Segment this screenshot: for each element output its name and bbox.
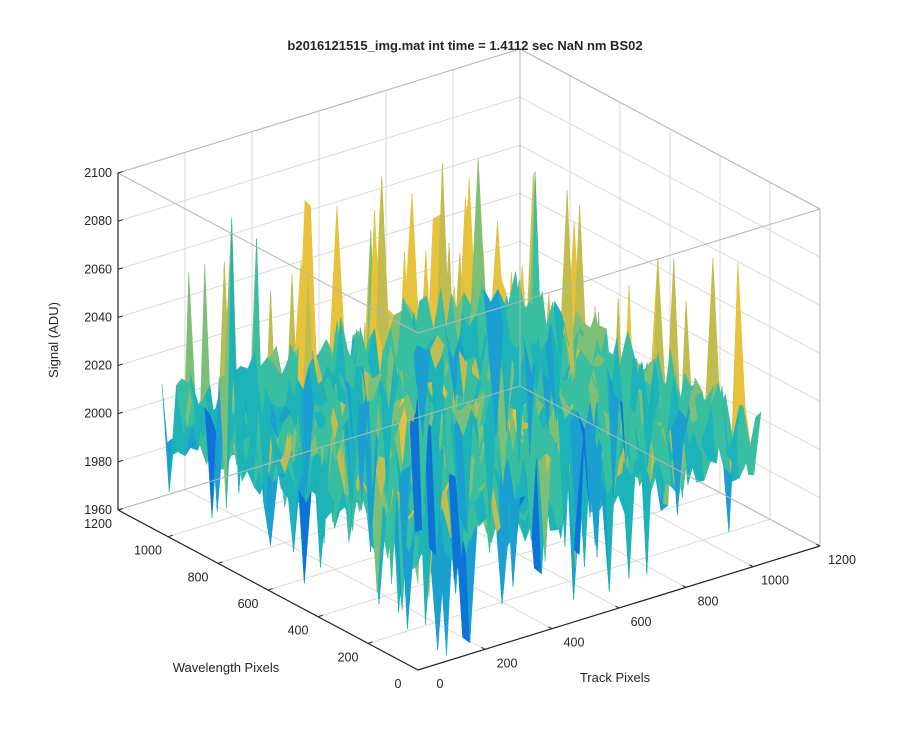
z-tick-label: 2100 bbox=[84, 166, 112, 180]
grid-line-sidewall-z bbox=[519, 144, 821, 306]
y-tick-label: 800 bbox=[188, 570, 209, 584]
box-edge bbox=[117, 48, 521, 174]
z-tick-label: 1960 bbox=[84, 503, 112, 517]
y-tick-label: 1200 bbox=[84, 517, 112, 531]
y-tick-label: 200 bbox=[338, 650, 359, 664]
z-tick-label: 2020 bbox=[84, 359, 112, 373]
grid-line-sidewall-z bbox=[519, 96, 821, 258]
y-tick-label: 1000 bbox=[134, 544, 162, 558]
tick-labels: 0 200 400 600 800 1000 1200 0 200 400 600 800 1000 12… bbox=[84, 166, 856, 691]
x-tick bbox=[481, 647, 486, 650]
z-tick-label: 2080 bbox=[84, 214, 112, 228]
grid-line-backwall-z bbox=[117, 192, 521, 318]
grid-line-backwall-z bbox=[117, 96, 521, 222]
x-tick bbox=[615, 605, 620, 609]
y-tick bbox=[167, 534, 173, 538]
tick-marks bbox=[117, 171, 821, 671]
x-tick-label: 800 bbox=[698, 594, 719, 608]
grid-line-backwall-z bbox=[117, 144, 521, 270]
box-edge bbox=[417, 208, 821, 334]
x-tick-label: 1000 bbox=[761, 574, 789, 588]
y-tick bbox=[217, 561, 223, 564]
x-tick-label: 400 bbox=[564, 636, 585, 650]
surface-patch bbox=[497, 289, 511, 345]
z-tick bbox=[117, 411, 123, 415]
z-tick bbox=[117, 267, 123, 270]
z-tick bbox=[117, 171, 123, 174]
x-tick bbox=[414, 667, 419, 671]
x-tick-label: 600 bbox=[631, 615, 652, 629]
y-tick bbox=[317, 614, 323, 618]
x-tick bbox=[548, 626, 553, 630]
y-tick bbox=[417, 668, 423, 671]
x-tick bbox=[816, 543, 821, 547]
x-tick-label: 200 bbox=[497, 656, 518, 670]
grid-line-backwall-z bbox=[117, 241, 521, 367]
y-tick-label: 400 bbox=[288, 624, 309, 638]
grid-line-floor-y bbox=[317, 492, 721, 618]
box-edge bbox=[519, 48, 821, 210]
x-tick-label: 1200 bbox=[828, 553, 856, 567]
z-tick-label: 1980 bbox=[84, 455, 112, 469]
z-tick-label: 2000 bbox=[84, 407, 112, 421]
x-tick-label: 0 bbox=[437, 677, 444, 691]
surface-plot bbox=[161, 158, 762, 656]
chart-title: b2016121515_img.mat int time = 1.4112 se… bbox=[287, 38, 642, 53]
y-axis-label: Wavelength Pixels bbox=[173, 660, 280, 675]
x-tick bbox=[682, 585, 687, 588]
grid-line-floor-y bbox=[367, 518, 771, 644]
y-tick bbox=[367, 641, 373, 644]
z-axis-label: Signal (ADU) bbox=[46, 302, 61, 378]
box-edge bbox=[117, 172, 419, 334]
z-tick bbox=[117, 219, 123, 222]
z-tick-label: 2040 bbox=[84, 310, 112, 324]
x-axis-label: Track Pixels bbox=[580, 670, 651, 685]
y-tick-label: 0 bbox=[395, 677, 402, 691]
z-tick bbox=[117, 459, 123, 463]
y-tick bbox=[267, 588, 273, 591]
x-tick bbox=[749, 564, 754, 568]
z-tick bbox=[117, 508, 123, 511]
y-tick-label: 600 bbox=[238, 597, 259, 611]
box-edge bbox=[117, 385, 521, 511]
grid-line-sidewall-z bbox=[519, 192, 821, 354]
box-edge bbox=[519, 385, 821, 547]
z-tick bbox=[117, 363, 123, 367]
z-tick bbox=[117, 315, 123, 318]
z-tick-label: 2060 bbox=[84, 262, 112, 276]
